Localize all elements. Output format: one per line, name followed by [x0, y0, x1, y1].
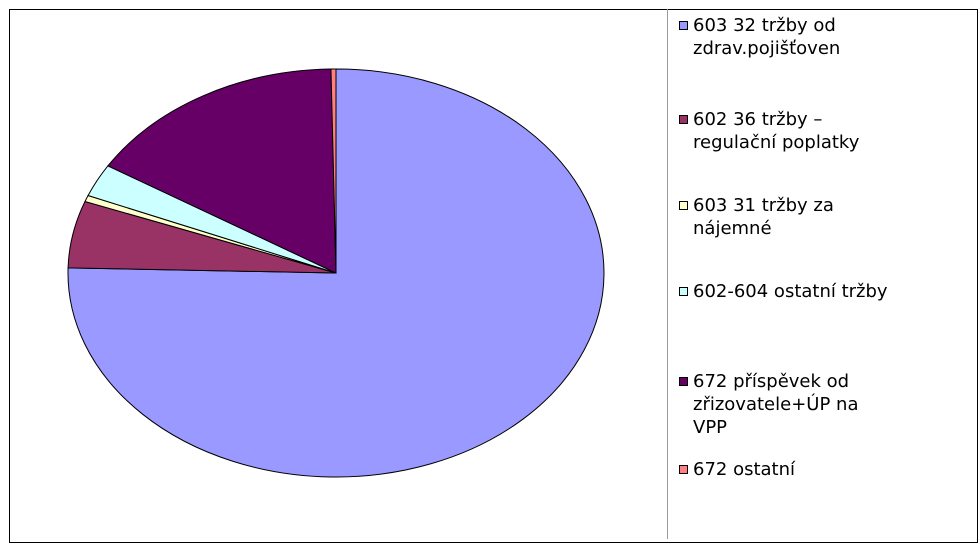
legend-swatch-1 — [679, 115, 688, 124]
legend-label-2: 603 31 tržby za nájemné — [693, 195, 834, 239]
pie-slice-4 — [107, 68, 337, 274]
legend-swatch-3 — [679, 287, 688, 296]
legend-label-1: 602 36 tržby – regulační poplatky — [693, 109, 860, 153]
legend-swatch-2 — [679, 201, 688, 210]
pie-slice-5 — [330, 68, 337, 274]
legend-divider — [667, 9, 668, 539]
legend-label-3: 602-604 ostatní tržby — [693, 281, 888, 302]
pie-chart — [67, 68, 605, 478]
legend-swatch-0 — [679, 21, 688, 30]
legend-label-0: 603 32 tržby od zdrav.pojišťoven — [693, 15, 841, 59]
legend-label-5: 672 ostatní — [693, 459, 796, 480]
legend-swatch-5 — [679, 465, 688, 474]
legend-swatch-4 — [679, 377, 688, 386]
legend-label-4: 672 příspěvek od zřizovatele+ÚP na VPP — [693, 371, 859, 438]
